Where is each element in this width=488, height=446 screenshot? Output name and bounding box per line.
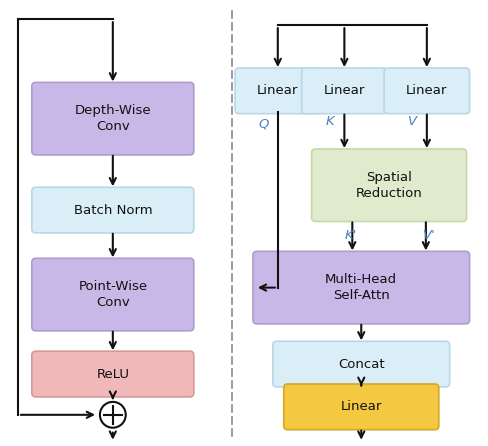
- Text: Concat: Concat: [338, 358, 385, 371]
- Text: Linear: Linear: [406, 84, 447, 97]
- FancyBboxPatch shape: [32, 351, 194, 397]
- Text: Point-Wise
Conv: Point-Wise Conv: [78, 280, 147, 309]
- FancyBboxPatch shape: [32, 83, 194, 155]
- Text: Linear: Linear: [341, 401, 382, 413]
- Text: Spatial
Reduction: Spatial Reduction: [356, 171, 423, 200]
- Text: ReLU: ReLU: [96, 368, 129, 380]
- Text: Linear: Linear: [324, 84, 365, 97]
- Text: K: K: [326, 115, 335, 128]
- Text: V': V': [424, 229, 436, 242]
- FancyBboxPatch shape: [235, 68, 321, 114]
- FancyBboxPatch shape: [273, 341, 450, 387]
- Text: Depth-Wise
Conv: Depth-Wise Conv: [75, 104, 151, 133]
- FancyBboxPatch shape: [384, 68, 469, 114]
- FancyBboxPatch shape: [284, 384, 439, 429]
- Text: V: V: [408, 115, 418, 128]
- FancyBboxPatch shape: [311, 149, 467, 222]
- Text: K': K': [344, 229, 357, 242]
- Text: Q: Q: [259, 117, 269, 130]
- Text: Multi-Head
Self-Attn: Multi-Head Self-Attn: [325, 273, 397, 302]
- FancyBboxPatch shape: [32, 258, 194, 331]
- Text: Linear: Linear: [257, 84, 299, 97]
- FancyBboxPatch shape: [32, 187, 194, 233]
- FancyBboxPatch shape: [302, 68, 387, 114]
- FancyBboxPatch shape: [253, 252, 469, 324]
- Text: Batch Norm: Batch Norm: [74, 203, 152, 217]
